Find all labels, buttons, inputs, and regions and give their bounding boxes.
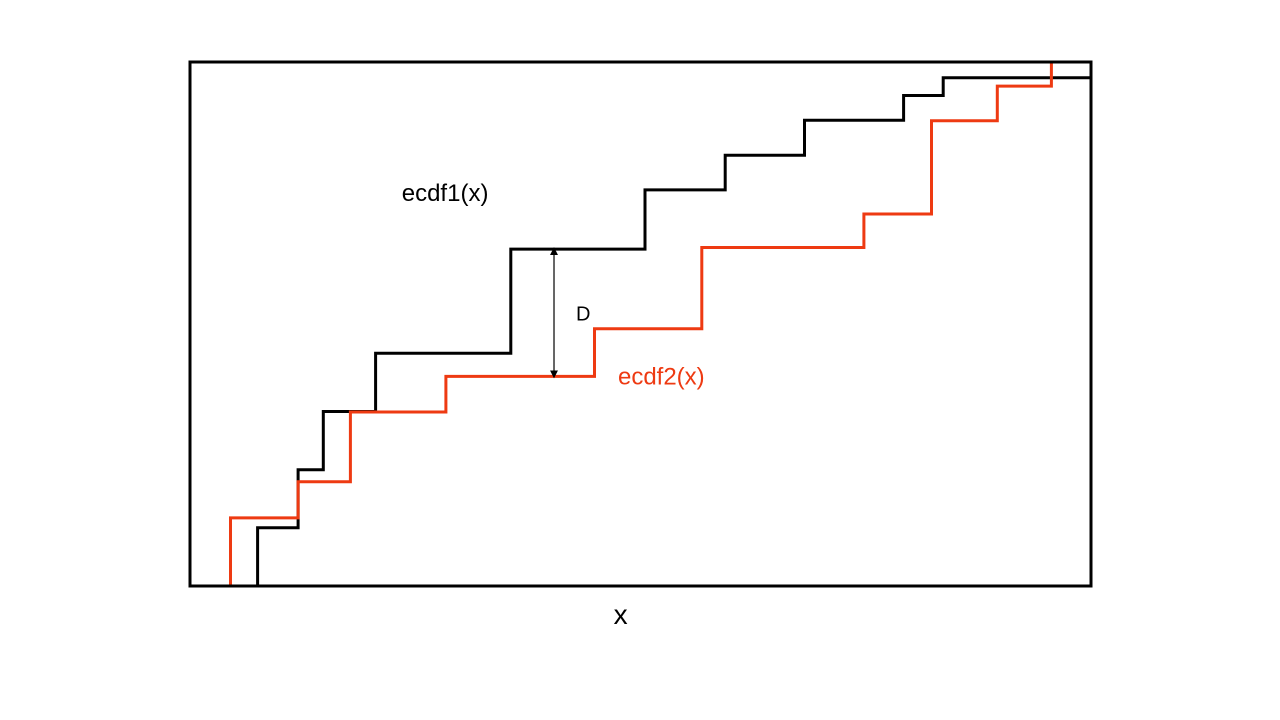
ecdf1-series-label: ecdf1(x) xyxy=(402,180,489,207)
x-axis-label: x xyxy=(614,599,628,630)
d-label: D xyxy=(576,304,590,326)
series-layer xyxy=(229,62,1093,586)
ecdf1-step-line xyxy=(256,62,1093,586)
ecdf2-series-label: ecdf2(x) xyxy=(618,363,705,390)
plot-frame xyxy=(188,60,1093,588)
ecdf2-step-line xyxy=(229,62,1053,586)
